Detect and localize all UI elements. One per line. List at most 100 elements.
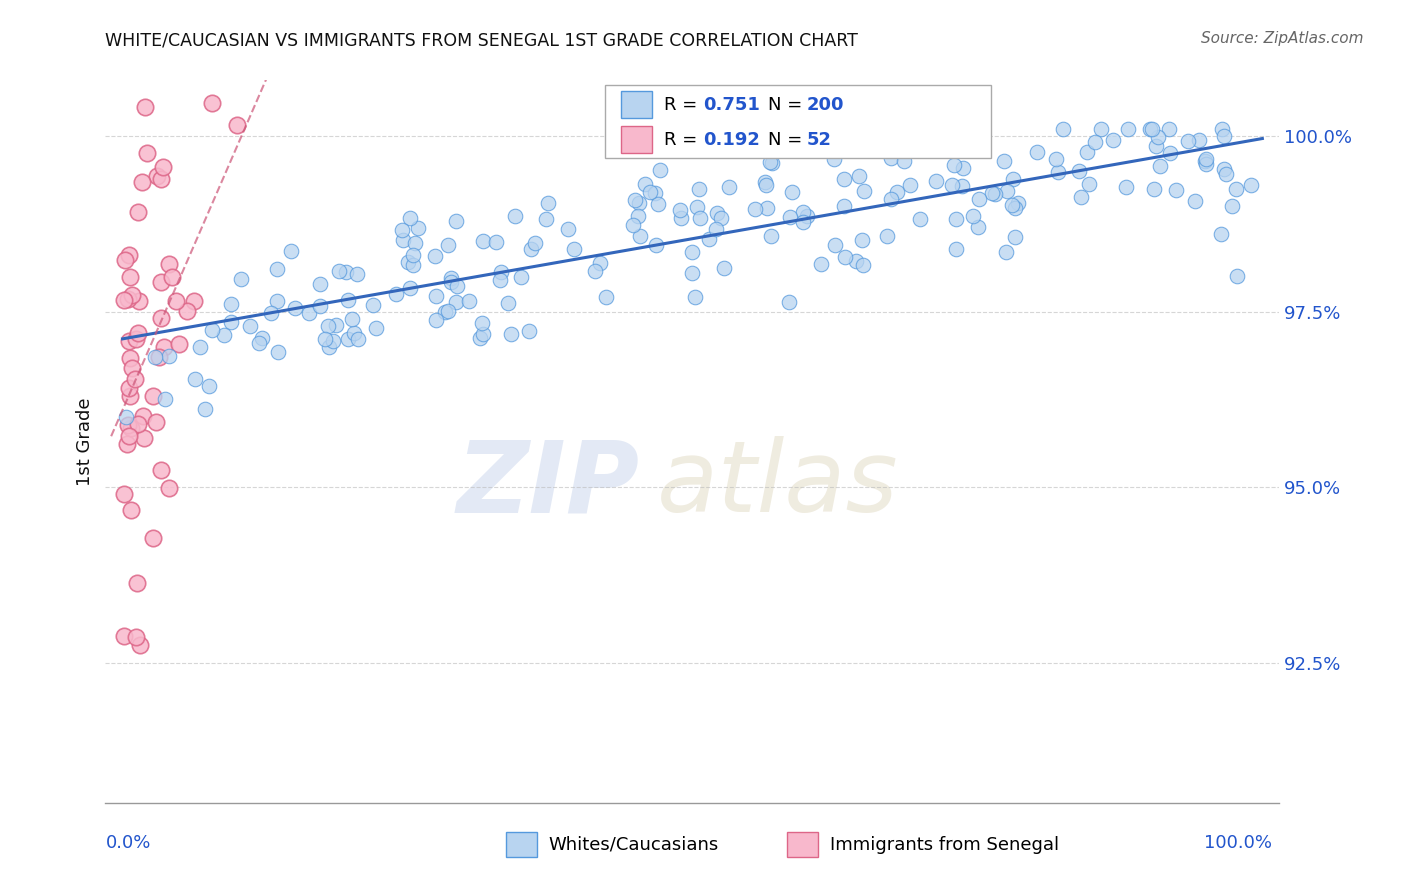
Point [967, 219, 990, 234]
Point [124, 372, 146, 386]
Point [823, 152, 845, 166]
Point [457, 294, 479, 309]
Point [942, 158, 965, 172]
Point [120, 351, 142, 365]
Point [852, 184, 875, 198]
Point [114, 252, 136, 267]
Point [392, 233, 415, 247]
Point [1188, 133, 1211, 147]
Text: WHITE/CAUCASIAN VS IMMIGRANTS FROM SENEGAL 1ST GRADE CORRELATION CHART: WHITE/CAUCASIAN VS IMMIGRANTS FROM SENEG… [105, 31, 858, 49]
Point [984, 186, 1007, 201]
Point [744, 202, 766, 216]
Point [1225, 182, 1247, 196]
Point [440, 275, 463, 289]
Point [402, 258, 425, 272]
Point [266, 344, 288, 359]
Point [1213, 161, 1236, 176]
Text: Immigrants from Senegal: Immigrants from Senegal [830, 836, 1059, 854]
Point [150, 463, 173, 477]
Point [440, 271, 463, 285]
Point [336, 333, 359, 347]
Point [472, 234, 495, 248]
Point [201, 96, 224, 111]
Point [624, 193, 647, 207]
Point [219, 314, 242, 328]
Point [193, 401, 215, 416]
Point [1144, 139, 1167, 153]
Point [128, 294, 150, 309]
Point [496, 295, 519, 310]
Point [706, 205, 728, 219]
Point [832, 199, 855, 213]
Point [120, 420, 142, 434]
Point [713, 261, 735, 276]
Point [761, 155, 783, 169]
Point [832, 172, 855, 186]
Point [952, 161, 974, 176]
Point [120, 502, 142, 516]
Point [398, 211, 420, 225]
Text: atlas: atlas [657, 436, 898, 533]
Point [1209, 227, 1232, 241]
Text: 52: 52 [807, 130, 832, 149]
Point [118, 248, 141, 262]
Point [1007, 196, 1029, 211]
Point [399, 281, 422, 295]
Point [201, 323, 224, 337]
Point [176, 304, 198, 318]
Point [346, 332, 368, 346]
Point [391, 223, 413, 237]
Point [644, 238, 666, 252]
Point [484, 235, 506, 250]
Point [1215, 167, 1237, 181]
Text: 200: 200 [807, 95, 845, 114]
Point [950, 178, 973, 193]
Point [127, 417, 149, 432]
Point [112, 629, 135, 643]
Point [1045, 152, 1067, 166]
Point [260, 306, 283, 320]
Point [710, 211, 733, 226]
Point [583, 264, 606, 278]
Point [718, 179, 741, 194]
Point [129, 638, 152, 652]
Point [633, 178, 655, 192]
Point [437, 304, 460, 318]
Point [184, 371, 207, 385]
Point [683, 290, 706, 304]
Point [229, 271, 252, 285]
Point [1147, 129, 1170, 144]
Point [1159, 145, 1181, 160]
Point [468, 330, 491, 344]
Point [1115, 180, 1137, 194]
Point [340, 312, 363, 326]
Point [148, 351, 170, 365]
Point [945, 242, 967, 256]
Point [834, 250, 856, 264]
Point [669, 211, 692, 226]
Point [778, 295, 800, 310]
Point [686, 200, 709, 214]
Point [157, 349, 180, 363]
Point [134, 431, 156, 445]
Point [188, 340, 211, 354]
Point [688, 181, 710, 195]
Point [120, 389, 142, 403]
Text: 0.751: 0.751 [703, 95, 759, 114]
Point [1070, 190, 1092, 204]
Point [444, 214, 467, 228]
Point [247, 335, 270, 350]
Point [489, 265, 512, 279]
Point [628, 196, 651, 211]
Point [325, 318, 347, 332]
Point [309, 277, 332, 291]
Point [425, 249, 447, 263]
Point [704, 222, 727, 236]
Point [396, 255, 419, 269]
Point [647, 196, 669, 211]
Point [780, 186, 803, 200]
Point [1069, 163, 1091, 178]
Point [681, 266, 703, 280]
Point [780, 132, 803, 146]
Point [699, 232, 721, 246]
